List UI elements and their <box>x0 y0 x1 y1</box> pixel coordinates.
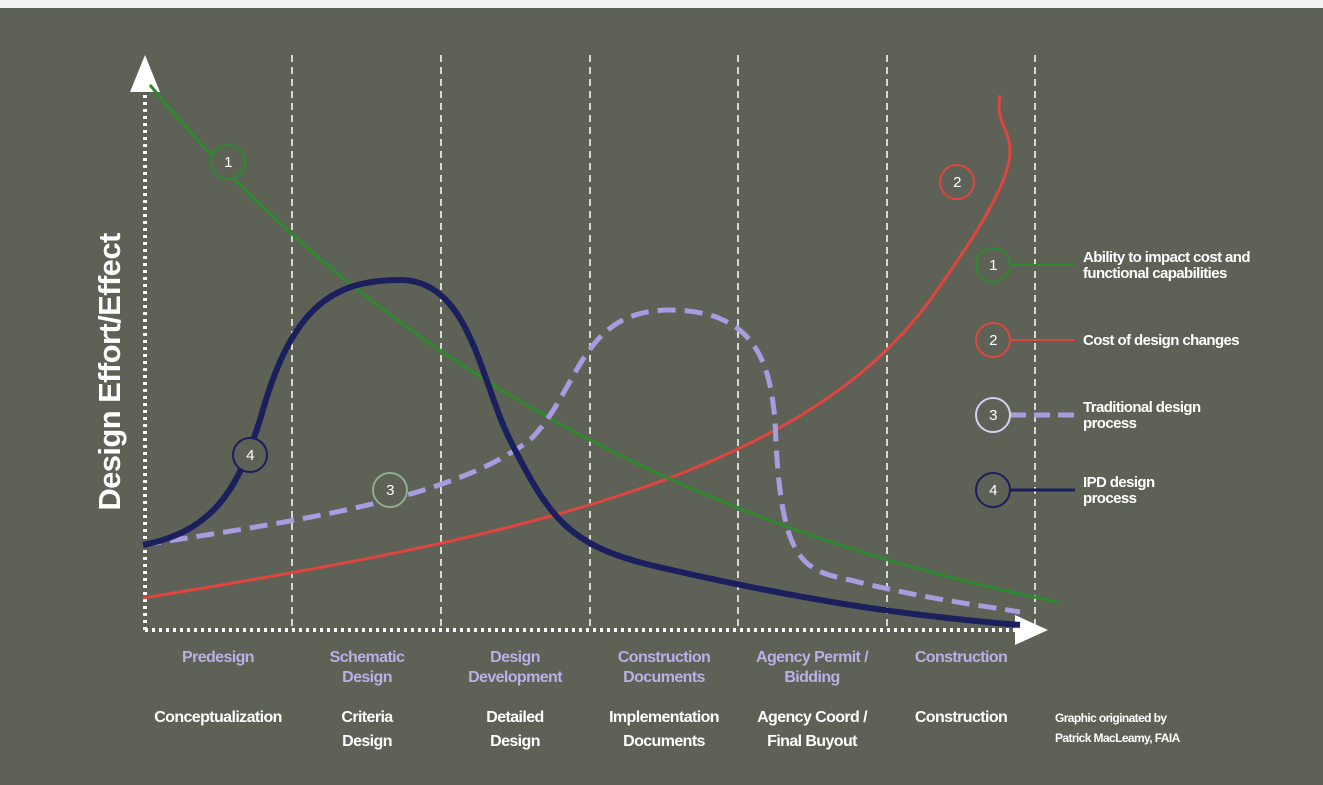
legend-number: 2 <box>989 332 997 349</box>
cost-curve <box>142 94 1012 600</box>
phase-activity: Documents <box>623 733 705 750</box>
phase-activity: Construction <box>915 709 1007 726</box>
ipd-curve <box>142 276 1021 628</box>
legend-marker <box>975 322 1011 358</box>
phase-activity: Criteria <box>341 709 393 726</box>
phase-activity: Implementation <box>609 709 719 726</box>
legend-label: Ability to impact cost and <box>1083 249 1250 266</box>
axes <box>130 55 1048 645</box>
phase-label: Bidding <box>784 669 839 686</box>
phase-activity: Detailed <box>486 709 543 726</box>
legend-number: 3 <box>989 407 997 424</box>
legend-marker <box>975 397 1011 433</box>
traditional-curve <box>142 307 1021 615</box>
credit: Graphic originated by <box>1055 711 1167 725</box>
phase-label: Design <box>490 649 540 666</box>
credit: Patrick MacLeamy, FAIA <box>1055 731 1181 745</box>
legend-number: 4 <box>989 482 997 499</box>
curve-marker <box>210 144 246 180</box>
curve-number: 2 <box>953 174 961 191</box>
top-strip <box>0 0 1323 8</box>
legend-label: process <box>1083 415 1137 432</box>
legend-label: process <box>1083 490 1137 507</box>
phase-label: Construction <box>618 649 710 666</box>
ability-curve <box>148 84 1059 604</box>
curve-number: 1 <box>224 154 232 171</box>
phase-activity: Design <box>342 733 392 750</box>
curve-number: 4 <box>246 447 254 464</box>
curves <box>142 84 1059 628</box>
legend-marker <box>975 247 1011 283</box>
phase-label: Documents <box>623 669 705 686</box>
phase-dividers <box>291 55 1036 630</box>
phase-label: Development <box>468 669 563 686</box>
legend-label: Cost of design changes <box>1083 332 1239 349</box>
curve-marker <box>939 164 975 200</box>
legend-label: IPD design <box>1083 474 1155 491</box>
phase-activity: Agency Coord / <box>757 709 868 726</box>
curve-marker <box>372 472 408 508</box>
y-axis-label: Design Effort/Effect <box>92 233 127 511</box>
legend-label: functional capabilities <box>1083 265 1227 282</box>
curve-marker <box>232 437 268 473</box>
phase-activity: Design <box>490 733 540 750</box>
legend-label: Traditional design <box>1083 399 1201 416</box>
phase-label: Predesign <box>182 649 254 666</box>
legend-marker <box>975 472 1011 508</box>
phase-label: Agency Permit / <box>756 649 869 666</box>
phase-activity: Final Buyout <box>767 733 858 750</box>
curve-number: 3 <box>386 482 394 499</box>
phase-label: Construction <box>915 649 1007 666</box>
phase-activity: Conceptualization <box>154 709 282 726</box>
legend-number: 1 <box>989 257 997 274</box>
phase-label: Schematic <box>330 649 405 666</box>
legend-lines <box>1010 264 1075 492</box>
phase-label: Design <box>342 669 392 686</box>
